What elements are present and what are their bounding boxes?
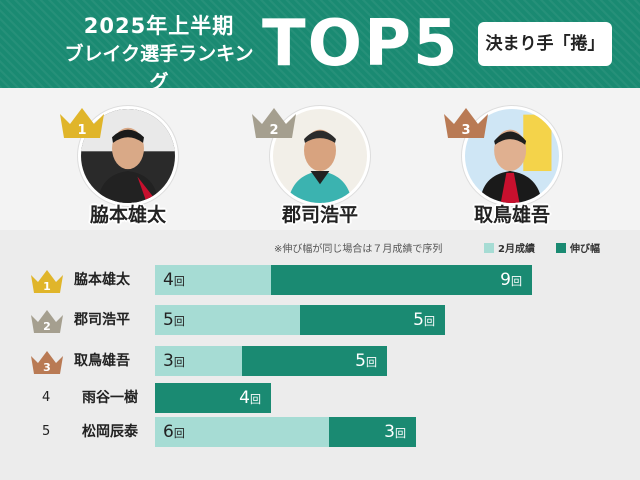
rank-number: 3: [43, 361, 51, 374]
bar-value-label: 9回: [500, 270, 522, 290]
legend-label: 2月成績: [498, 244, 535, 255]
legend-item-feb: 2月成績: [484, 240, 535, 255]
racer-photo-icon: [465, 109, 559, 203]
racer-name: 脇本雄太: [74, 272, 130, 288]
row-label: 2 郡司浩平: [0, 305, 150, 335]
bar-value-label: 4回: [239, 388, 261, 408]
header-subtitle: 2025年上半期 ブレイク選手ランキング: [64, 12, 254, 96]
bar-feb: 3回: [155, 346, 242, 376]
chart-note: ※伸び幅が同じ場合は７月成績で序列: [274, 244, 443, 255]
bar-growth: 5回: [242, 346, 387, 376]
crown-icon: 3: [444, 108, 488, 138]
row-label: 1 脇本雄太: [0, 265, 150, 295]
podium-name: 郡司浩平: [281, 204, 358, 226]
racer-name: 取鳥雄吾: [74, 353, 130, 369]
legend-swatch: [484, 243, 494, 253]
racer-name: 松岡辰泰: [82, 424, 138, 440]
podium: 1 脇本雄太 2 郡司浩平: [0, 88, 640, 230]
svg-text:1: 1: [77, 123, 86, 138]
legend-label: 伸び幅: [570, 244, 600, 255]
row-label: 5 松岡辰泰: [0, 417, 150, 447]
podium-racer-1[interactable]: 1 脇本雄太: [48, 96, 208, 228]
podium-name: 脇本雄太: [89, 204, 166, 226]
avatar: [462, 106, 562, 206]
bar-value-label: 3回: [384, 422, 406, 442]
crown-icon: 3: [31, 351, 63, 374]
crown-icon: 2: [31, 310, 63, 333]
crown-icon: 1: [60, 108, 104, 138]
rank-number: 2: [43, 320, 51, 333]
bar-value-label: 5回: [355, 351, 377, 371]
bar-value-label: 3回: [163, 351, 185, 371]
bar-value-label: 6回: [163, 422, 185, 442]
podium-racer-2[interactable]: 2 郡司浩平: [240, 96, 400, 228]
subtitle-line1: 2025年上半期: [83, 14, 235, 38]
rank-number: 4: [42, 390, 51, 405]
bar-feb: 6回: [155, 417, 329, 447]
crown-icon: 1: [31, 270, 63, 293]
racer-name: 雨谷一樹: [82, 390, 138, 406]
rank-number: 1: [43, 280, 51, 293]
header-banner: 2025年上半期 ブレイク選手ランキング TOP5 決まり手「捲」: [0, 0, 640, 93]
legend-swatch: [556, 243, 566, 253]
svg-text:2: 2: [269, 123, 278, 138]
racer-name: 郡司浩平: [74, 312, 130, 328]
bar-growth: 3回: [329, 417, 416, 447]
podium-racer-3[interactable]: 3 取鳥雄吾: [432, 96, 592, 228]
podium-name: 取鳥雄吾: [473, 204, 550, 226]
svg-text:3: 3: [461, 123, 470, 138]
bar-value-label: 4回: [163, 270, 185, 290]
subtitle-line2: ブレイク選手ランキング: [64, 43, 254, 93]
bar-growth: 5回: [300, 305, 445, 335]
bar-feb: 5回: [155, 305, 300, 335]
category-badge: 決まり手「捲」: [478, 22, 612, 66]
legend-item-growth: 伸び幅: [556, 240, 600, 255]
rank-number: 5: [42, 424, 51, 439]
bar-feb: 4回: [155, 265, 271, 295]
row-label: 3 取鳥雄吾: [0, 346, 150, 376]
bar-growth: 4回: [155, 383, 271, 413]
crown-icon: 2: [252, 108, 296, 138]
bar-growth: 9回: [271, 265, 532, 295]
bar-value-label: 5回: [413, 310, 435, 330]
page-title: TOP5: [262, 7, 460, 81]
row-label: 4 雨谷一樹: [0, 383, 150, 413]
bar-value-label: 5回: [163, 310, 185, 330]
